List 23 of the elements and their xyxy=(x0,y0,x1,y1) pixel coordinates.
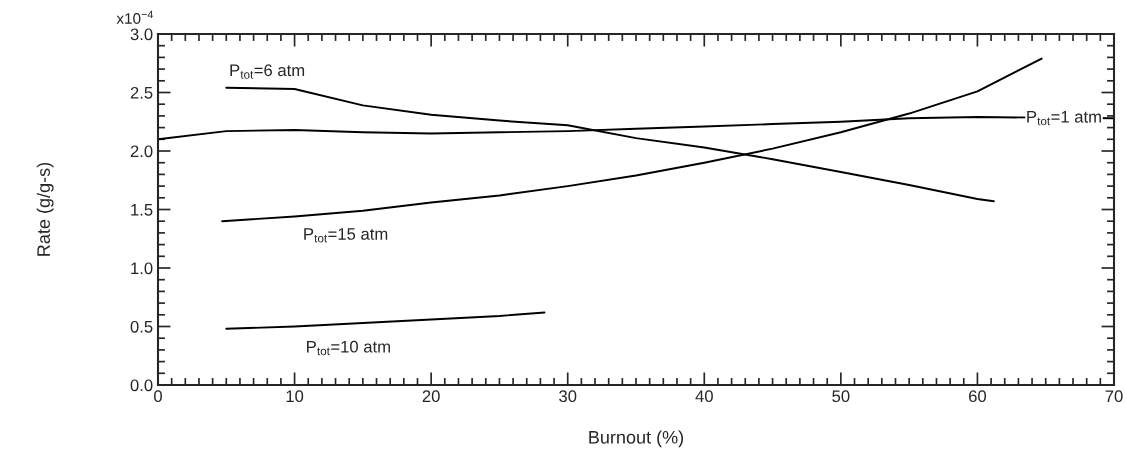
series-label: P$_{tot}$=15 atm xyxy=(304,228,388,243)
y-tick-label: 1.0 xyxy=(131,262,153,275)
y-tick-label: 2.5 xyxy=(130,86,153,99)
line-series xyxy=(225,311,546,330)
y-tick-label: 0.5 xyxy=(130,320,153,333)
x-tick-label: 40 xyxy=(695,390,713,403)
x-tick-label: 30 xyxy=(559,390,577,403)
x-tick-label: 50 xyxy=(832,390,850,403)
text: x10$^{−4}$ xyxy=(116,10,154,24)
series-label: P$_{tot}$=6 atm xyxy=(230,64,305,79)
y-tick-label: 0.0 xyxy=(130,379,153,392)
x-axis-title: Burnout (%) xyxy=(589,430,684,448)
x-tick-label: 10 xyxy=(286,390,304,403)
x-tick-label: 70 xyxy=(1105,390,1123,403)
series-label: P$_{tot}$=10 atm xyxy=(307,340,390,356)
series-label: P$_{tot}$=1 atm xyxy=(1027,111,1101,126)
y-tick-label: 3.0 xyxy=(130,28,153,41)
y-tick-label: 1.5 xyxy=(131,204,153,216)
x-tick-label: 0 xyxy=(154,390,162,403)
x-tick-label: 20 xyxy=(422,390,440,403)
y-tick-label: 2.0 xyxy=(130,145,153,158)
x-tick-label: 60 xyxy=(969,390,987,403)
y-axis-title: Rate (g/g-s) xyxy=(36,162,54,256)
